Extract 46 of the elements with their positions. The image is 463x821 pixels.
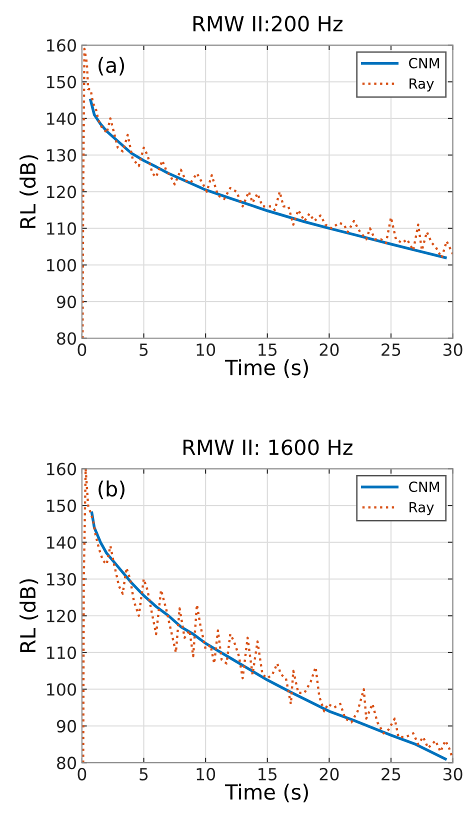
line-series (82, 48, 453, 338)
x-tick-label: 0 (78, 343, 86, 356)
chart-title: RMW II: 1600 Hz (184, 439, 352, 456)
y-tick-label: 110 (47, 222, 76, 235)
x-tick-label: 5 (140, 768, 148, 780)
x-tick-label: 20 (320, 343, 339, 356)
x-tick-label: 15 (258, 768, 277, 780)
legend-label: CNM (409, 482, 439, 492)
y-tick-label: 90 (56, 296, 76, 308)
y-axis-title: RL (dB) (20, 155, 38, 228)
y-tick-label: 100 (47, 258, 76, 272)
x-tick-label: 15 (258, 344, 277, 356)
y-tick-label: 150 (47, 76, 76, 88)
x-axis-title: Time (s) (224, 359, 308, 378)
x-tick-label: 5 (140, 344, 148, 356)
y-tick-label: 150 (47, 499, 76, 512)
y-tick-label: 130 (47, 572, 76, 586)
y-tick-label: 130 (47, 149, 76, 162)
annotation: (a) (98, 56, 124, 76)
y-tick-label: 160 (47, 462, 76, 476)
x-tick-label: 20 (320, 768, 339, 780)
x-tick-label: 10 (196, 343, 216, 356)
x-tick-label: 0 (78, 768, 86, 780)
y-tick-label: 140 (47, 112, 76, 125)
chart-title: RMW II:200 Hz (193, 16, 342, 32)
x-tick-label: 10 (196, 768, 216, 780)
y-tick-label: 100 (47, 683, 76, 696)
x-axis-title: Time (s) (224, 784, 308, 802)
y-tick-label: 120 (47, 610, 76, 622)
legend-label: Ray (410, 502, 434, 516)
y-tick-label: 140 (47, 536, 76, 549)
legend-label: CNM (409, 58, 439, 68)
x-tick-label: 25 (382, 343, 400, 356)
x-tick-label: 30 (443, 343, 462, 356)
y-tick-label: 120 (47, 186, 76, 198)
legend-label: Ray (410, 78, 434, 92)
line-series (82, 468, 453, 763)
y-tick-label: 90 (56, 720, 76, 733)
annotation: (b) (98, 480, 124, 500)
y-tick-label: 80 (57, 756, 76, 770)
y-tick-label: 110 (47, 646, 76, 660)
x-tick-label: 30 (443, 768, 462, 780)
y-axis-title: RL (dB) (20, 579, 38, 652)
x-tick-label: 25 (382, 768, 400, 780)
y-tick-label: 80 (57, 332, 76, 345)
y-tick-label: 160 (47, 39, 76, 52)
